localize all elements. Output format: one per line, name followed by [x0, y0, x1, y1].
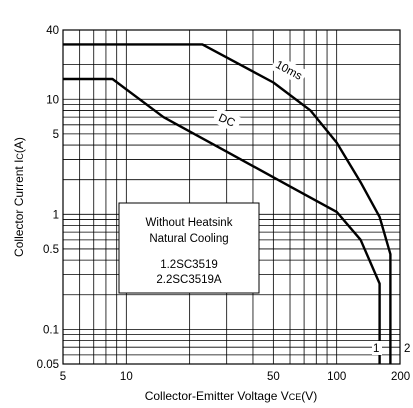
curves	[63, 43, 392, 364]
x-tick-label: 50	[267, 371, 280, 383]
box-line-2: Natural Cooling	[149, 233, 228, 245]
y-axis-title-main: Collector Current I	[12, 160, 26, 257]
y-tick-label: 5	[53, 129, 59, 141]
x-tick-label: 200	[391, 371, 410, 383]
series-line-10ms	[63, 43, 392, 364]
end-mark-1: 1	[373, 343, 379, 355]
x-tick-label: 10	[120, 371, 133, 383]
end-mark-bg-1	[372, 341, 382, 355]
y-tick-label: 0.05	[37, 359, 59, 371]
x-tick-label: 100	[327, 371, 346, 383]
y-axis-title-sub: C	[15, 153, 25, 160]
y-tick-label: 10	[46, 94, 59, 106]
box-line-3: 1.2SC3519	[160, 259, 218, 271]
x-tick-labels: 5 10 50 100 200	[60, 371, 410, 383]
label-dc-group: DC	[211, 107, 243, 133]
box-line-1: Without Heatsink	[146, 217, 233, 229]
box-line-4: 2.2SC3519A	[156, 274, 222, 286]
end-mark-2: 2	[404, 343, 410, 355]
y-tick-label: 1	[53, 209, 59, 221]
y-axis-title: Collector Current IC(A)	[12, 137, 26, 257]
x-axis-title-sub: CE	[289, 392, 302, 402]
x-tick-label: 5	[60, 371, 66, 383]
series-line-dc	[63, 77, 381, 364]
y-tick-label: 0.5	[43, 244, 59, 256]
info-box: Without Heatsink Natural Cooling 1.2SC35…	[118, 202, 260, 294]
plot-frame	[62, 29, 401, 365]
end-mark-bg-2	[403, 341, 413, 355]
y-tick-labels: 40 10 5 1 0.5 0.1 0.05	[37, 25, 59, 371]
y-tick-label: 40	[46, 25, 59, 37]
x-axis-title-unit: (V)	[301, 389, 317, 403]
y-axis-title-unit: (A)	[12, 137, 26, 153]
x-axis-title-main: Collector-Emitter Voltage V	[145, 389, 289, 403]
y-tick-label: 0.1	[43, 324, 59, 336]
x-axis-title: Collector-Emitter Voltage VCE(V)	[145, 389, 318, 403]
plot-background	[63, 30, 400, 364]
